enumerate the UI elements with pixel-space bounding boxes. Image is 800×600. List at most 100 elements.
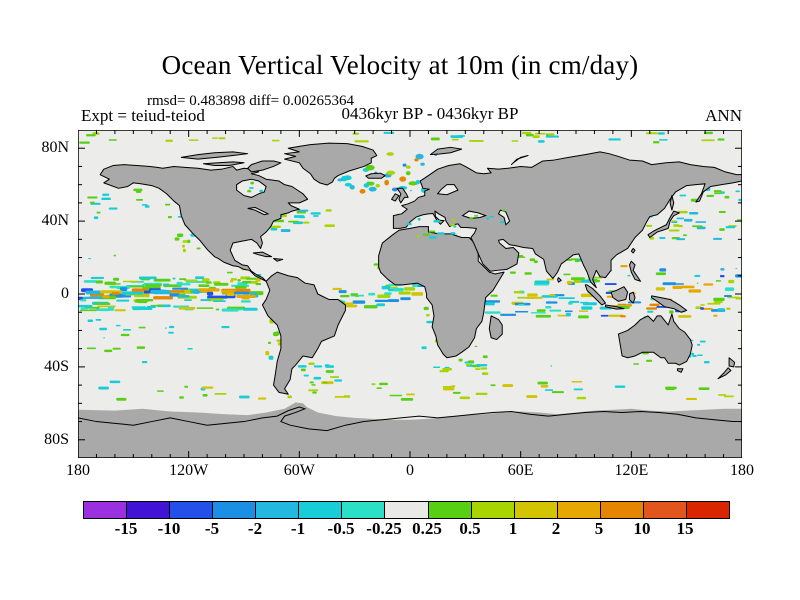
anomaly-patch	[200, 289, 214, 293]
anomaly-patch	[545, 306, 552, 309]
anomaly-patch	[271, 139, 280, 142]
anomaly-patch	[309, 381, 314, 384]
anomaly-patch	[700, 307, 705, 310]
colorbar-cell	[126, 502, 170, 518]
anomaly-patch	[80, 299, 87, 302]
colorbar-cell	[470, 502, 514, 518]
anomaly-patch	[387, 299, 400, 302]
anomaly-patch	[143, 307, 152, 310]
anomaly-patch	[724, 195, 730, 199]
anomaly-patch	[172, 287, 189, 290]
colorbar-cell	[384, 502, 428, 518]
anomaly-patch	[549, 294, 556, 296]
anomaly-patch	[226, 271, 233, 274]
anomaly-patch	[363, 305, 378, 309]
anomaly-patch	[400, 297, 411, 301]
anomaly-patch	[221, 308, 239, 312]
anomaly-patch	[570, 277, 585, 281]
anomaly-patch	[162, 283, 170, 286]
anomaly-patch	[96, 211, 101, 214]
anomaly-patch	[502, 209, 506, 212]
anomaly-patch	[150, 289, 171, 294]
anomaly-patch	[313, 215, 319, 217]
anomaly-patch	[423, 306, 429, 311]
anomaly-patch	[697, 354, 703, 357]
overlay-patch-layer	[247, 181, 506, 239]
anomaly-patch	[453, 225, 457, 228]
anomaly-patch	[192, 290, 200, 294]
anomaly-patch	[116, 299, 130, 302]
anomaly-patch	[311, 384, 316, 386]
anomaly-patch	[340, 294, 350, 298]
anomaly-patch	[502, 384, 514, 387]
anomaly-patch	[131, 288, 148, 292]
anomaly-patch	[628, 301, 642, 304]
anomaly-patch	[717, 308, 725, 311]
anomaly-patch	[484, 311, 501, 314]
anomaly-patch	[511, 140, 519, 142]
anomaly-patch	[433, 220, 441, 223]
colorbar-cell	[212, 502, 256, 518]
y-tick-label: 0	[61, 285, 69, 302]
anomaly-patch	[90, 201, 95, 204]
anomaly-patch	[564, 310, 573, 313]
anomaly-patch	[696, 226, 706, 230]
anomaly-patch	[426, 320, 433, 324]
anomaly-patch	[698, 387, 710, 390]
anomaly-patch	[95, 319, 102, 321]
anomaly-patch	[206, 291, 214, 296]
anomaly-patch	[367, 181, 375, 186]
anomaly-patch	[557, 314, 567, 317]
anomaly-patch	[212, 137, 218, 139]
anomaly-patch	[300, 368, 306, 372]
anomaly-patch	[90, 276, 105, 279]
anomaly-patch	[514, 310, 529, 313]
anomaly-patch	[157, 390, 164, 392]
anomaly-patch	[738, 198, 742, 202]
land-polygon	[611, 287, 628, 302]
anomaly-patch	[374, 299, 389, 302]
colorbar-cell	[255, 502, 299, 518]
land-polygon	[379, 227, 504, 358]
anomaly-patch	[202, 393, 208, 397]
anomaly-patch	[308, 362, 315, 366]
anomaly-patch	[608, 314, 624, 317]
anomaly-patch	[386, 170, 396, 175]
inland-sea	[248, 207, 268, 214]
anomaly-patch	[719, 274, 725, 278]
anomaly-patch	[329, 376, 340, 378]
anomaly-patch	[544, 389, 554, 391]
anomaly-patch	[726, 307, 731, 310]
anomaly-patch	[574, 259, 580, 263]
anomaly-patch	[707, 302, 721, 305]
anomaly-patch	[713, 297, 725, 301]
anomaly-patch	[655, 272, 667, 276]
anomaly-patch	[428, 230, 436, 233]
anomaly-patch	[573, 279, 582, 284]
period-line: 0436kyr BP - 0436kyr BP	[341, 104, 519, 123]
anomaly-patch	[529, 258, 536, 262]
anomaly-patch	[549, 309, 562, 312]
anomaly-patch	[509, 271, 516, 274]
anomaly-patch	[221, 326, 230, 329]
land-polygon	[397, 188, 408, 203]
anomaly-patch	[111, 292, 120, 295]
anomaly-patch	[174, 237, 180, 241]
anomaly-patch	[402, 163, 407, 167]
colorbar-label: -1	[290, 519, 306, 538]
anomaly-patch	[352, 300, 366, 304]
anomaly-patch	[415, 179, 420, 185]
anomaly-patch	[696, 282, 699, 284]
anomaly-patch	[169, 293, 180, 297]
anomaly-patch	[558, 297, 575, 299]
page-title: Ocean Vertical Velocity at 10m (in cm/da…	[161, 50, 639, 80]
anomaly-patch	[701, 139, 715, 142]
anomaly-patch	[123, 328, 132, 331]
anomaly-patch	[706, 194, 715, 198]
colorbar-label: 0.5	[459, 519, 481, 538]
anomaly-patch	[325, 365, 335, 368]
land-polygon	[366, 173, 385, 178]
anomaly-patch	[82, 296, 104, 299]
anomaly-patch	[167, 216, 172, 219]
anomaly-patch	[442, 388, 455, 391]
